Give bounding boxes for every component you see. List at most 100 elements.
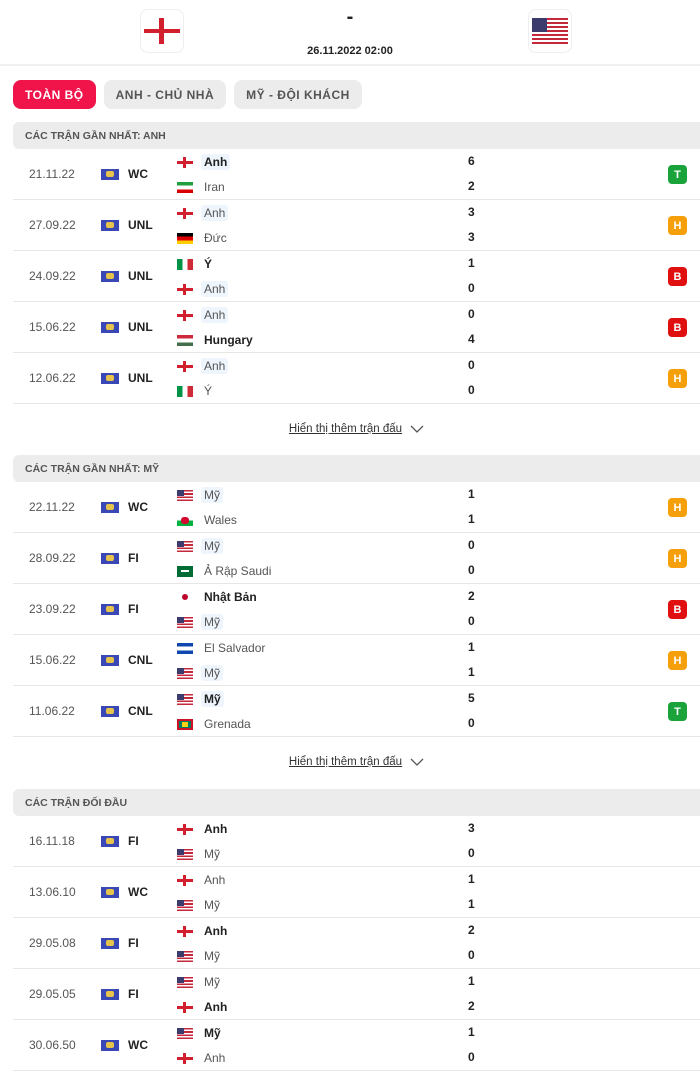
away-team[interactable]: Hungary — [177, 332, 256, 348]
usa-flag-icon — [177, 899, 193, 911]
show-more-matches-link[interactable]: Hiển thị thêm trận đấu — [13, 737, 700, 787]
match-row[interactable]: 28.09.22 FI Mỹ Ả Rập Saudi 0 0 H — [13, 533, 700, 584]
away-team[interactable]: Mỹ — [177, 948, 223, 964]
home-goals: 3 — [468, 821, 475, 835]
match-date: 24.09.22 — [29, 269, 76, 283]
england-flag-icon — [177, 360, 193, 372]
england-flag-icon — [177, 1052, 193, 1064]
competition: FI — [101, 834, 139, 848]
italy-flag-icon — [177, 258, 193, 270]
home-team[interactable]: Mỹ — [177, 538, 223, 554]
england-flag-icon — [177, 207, 193, 219]
section-england-recent: CÁC TRẬN GẦN NHẤT: ANH 21.11.22 WC Anh Ir… — [13, 122, 700, 454]
away-team[interactable]: Mỹ — [177, 614, 223, 630]
home-team[interactable]: Anh — [177, 205, 229, 221]
away-team[interactable]: Mỹ — [177, 665, 223, 681]
away-team[interactable]: Mỹ — [177, 897, 223, 913]
match-date: 29.05.05 — [29, 987, 76, 1001]
match-row[interactable]: 15.06.22 UNL Anh Hungary 0 4 B — [13, 302, 700, 353]
match-score: - — [346, 6, 354, 28]
competition-code: FI — [128, 551, 139, 565]
competition: CNL — [101, 704, 153, 718]
away-team[interactable]: Đức — [177, 230, 230, 246]
result-badge: H — [668, 216, 687, 235]
home-team-name: Mỹ — [201, 691, 224, 707]
home-team-logo[interactable] — [140, 9, 184, 53]
competition-icon — [101, 270, 119, 282]
home-team[interactable]: Mỹ — [177, 487, 223, 503]
away-goals: 1 — [468, 512, 475, 526]
home-team[interactable]: Ý — [177, 256, 215, 272]
away-goals: 0 — [468, 563, 475, 577]
section-head-to-head: CÁC TRẬN ĐỐI ĐẦU 16.11.18 FI Anh Mỹ 3 0 1… — [13, 789, 700, 1071]
away-team-logo[interactable] — [528, 9, 572, 53]
home-goals: 2 — [468, 589, 475, 603]
away-team[interactable]: Grenada — [177, 716, 254, 732]
home-team[interactable]: Anh — [177, 154, 231, 170]
home-team-name: Mỹ — [204, 1026, 221, 1040]
away-team-name: Anh — [201, 281, 229, 297]
competition-icon — [101, 219, 119, 231]
home-team-name: Anh — [201, 154, 231, 170]
home-team[interactable]: Mỹ — [177, 691, 224, 707]
match-row[interactable]: 21.11.22 WC Anh Iran 6 2 T — [13, 149, 700, 200]
away-team-name: Ý — [204, 384, 213, 398]
match-date: 29.05.08 — [29, 936, 76, 950]
section-header: CÁC TRẬN GẦN NHẤT: ANH — [13, 122, 700, 149]
match-row[interactable]: 13.06.10 WC Anh Mỹ 1 1 — [13, 867, 700, 918]
match-row[interactable]: 29.05.05 FI Mỹ Anh 1 2 — [13, 969, 700, 1020]
home-team[interactable]: Anh — [177, 307, 229, 323]
away-team[interactable]: Anh — [177, 281, 229, 297]
away-team[interactable]: Ả Rập Saudi — [177, 563, 274, 579]
match-row[interactable]: 27.09.22 UNL Anh Đức 3 3 H — [13, 200, 700, 251]
home-goals: 1 — [468, 256, 475, 270]
home-team[interactable]: Mỹ — [177, 1025, 224, 1041]
usa-flag-icon — [532, 18, 568, 44]
home-team[interactable]: Anh — [177, 358, 229, 374]
match-row[interactable]: 16.11.18 FI Anh Mỹ 3 0 — [13, 816, 700, 867]
match-row[interactable]: 11.06.22 CNL Mỹ Grenada 5 0 T — [13, 686, 700, 737]
england-flag-icon — [177, 1001, 193, 1013]
home-team[interactable]: Nhật Bản — [177, 589, 260, 605]
competition-icon — [101, 501, 119, 513]
away-team[interactable]: Mỹ — [177, 846, 223, 862]
result-badge: T — [668, 165, 687, 184]
home-team[interactable]: Mỹ — [177, 974, 223, 990]
home-team[interactable]: El Salvador — [177, 640, 268, 656]
match-date: 15.06.22 — [29, 320, 76, 334]
match-row[interactable]: 24.09.22 UNL Ý Anh 1 0 B — [13, 251, 700, 302]
home-team[interactable]: Anh — [177, 872, 228, 888]
match-date: 27.09.22 — [29, 218, 76, 232]
germany-flag-icon — [177, 232, 193, 244]
home-team-name: Nhật Bản — [204, 590, 257, 604]
england-flag-icon — [177, 925, 193, 937]
home-goals: 1 — [468, 1025, 475, 1039]
tab-all[interactable]: TOÀN BỘ — [13, 80, 96, 109]
competition-code: WC — [128, 885, 148, 899]
section-header: CÁC TRẬN ĐỐI ĐẦU — [13, 789, 700, 816]
match-row[interactable]: 22.11.22 WC Mỹ Wales 1 1 H — [13, 482, 700, 533]
away-team-name: Iran — [204, 180, 225, 194]
away-team[interactable]: Wales — [177, 512, 240, 528]
away-team[interactable]: Anh — [177, 999, 230, 1015]
away-goals: 0 — [468, 383, 475, 397]
match-row[interactable]: 15.06.22 CNL El Salvador Mỹ 1 1 H — [13, 635, 700, 686]
away-team[interactable]: Anh — [177, 1050, 228, 1066]
match-row[interactable]: 30.06.50 WC Mỹ Anh 1 0 — [13, 1020, 700, 1071]
home-team[interactable]: Anh — [177, 923, 230, 939]
home-goals: 1 — [468, 640, 475, 654]
match-row[interactable]: 23.09.22 FI Nhật Bản Mỹ 2 0 B — [13, 584, 700, 635]
show-more-matches-link[interactable]: Hiển thị thêm trận đấu — [13, 404, 700, 454]
away-goals: 0 — [468, 614, 475, 628]
match-row[interactable]: 12.06.22 UNL Anh Ý 0 0 H — [13, 353, 700, 404]
away-team-name: Đức — [204, 231, 227, 245]
tab-away[interactable]: MỸ - ĐỘI KHÁCH — [234, 80, 362, 109]
competition: UNL — [101, 218, 153, 232]
home-team[interactable]: Anh — [177, 821, 230, 837]
away-team[interactable]: Iran — [177, 179, 228, 195]
hungary-flag-icon — [177, 334, 193, 346]
competition: CNL — [101, 653, 153, 667]
tab-home[interactable]: ANH - CHỦ NHÀ — [103, 80, 227, 109]
match-row[interactable]: 29.05.08 FI Anh Mỹ 2 0 — [13, 918, 700, 969]
away-team[interactable]: Ý — [177, 383, 215, 399]
